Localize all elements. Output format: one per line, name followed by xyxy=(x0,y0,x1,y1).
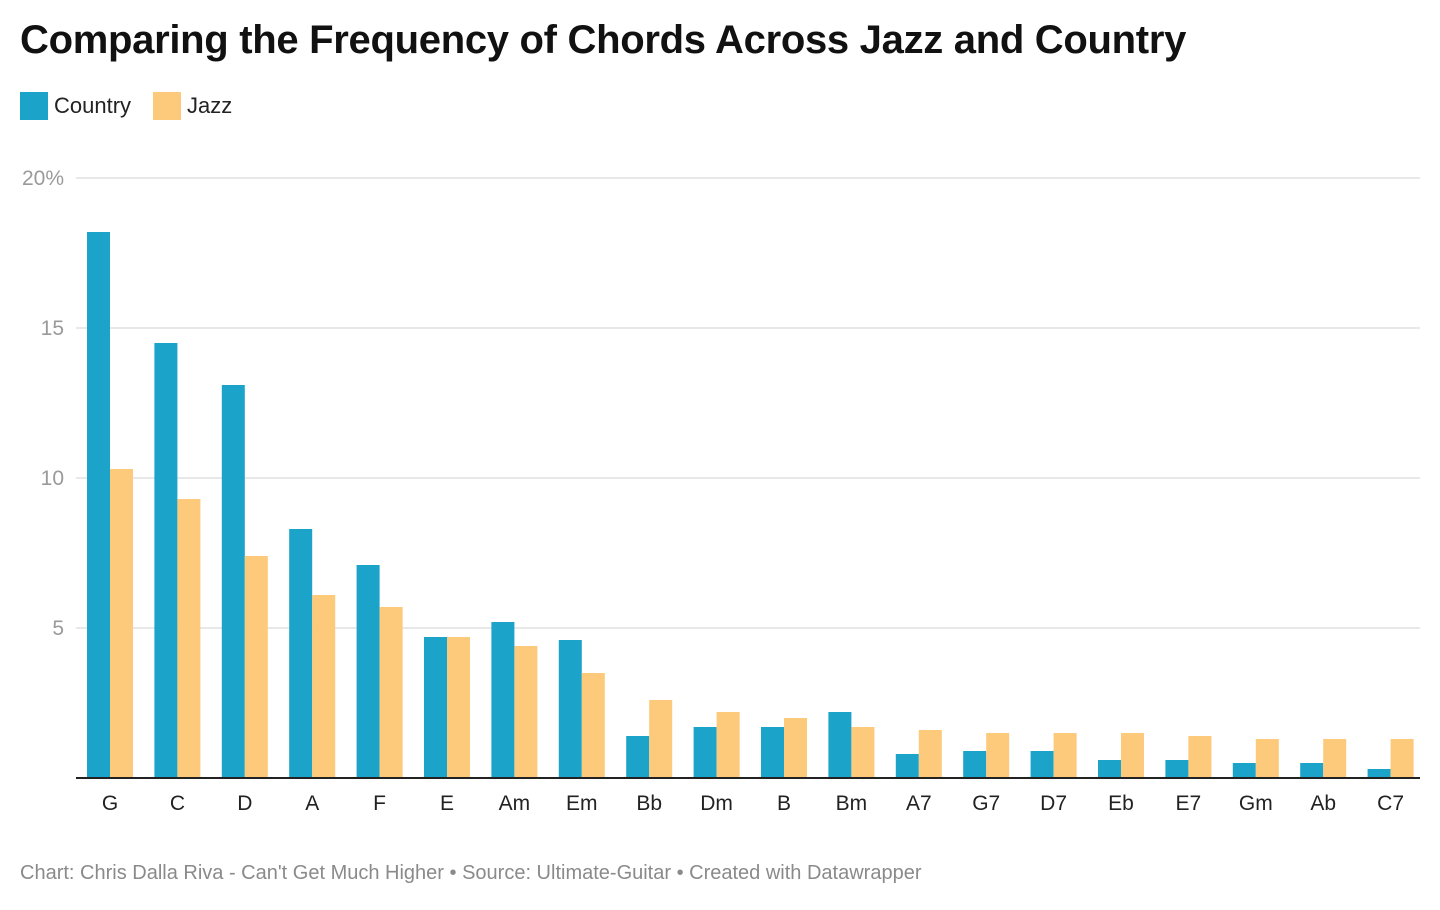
bar-jazz-g7 xyxy=(986,733,1010,778)
legend-item-jazz: Jazz xyxy=(153,92,232,120)
y-tick-label: 20% xyxy=(22,167,64,190)
bar-country-c xyxy=(154,343,178,778)
bar-country-e7 xyxy=(1165,760,1189,778)
bar-jazz-bb xyxy=(649,700,673,778)
x-tick-label: Am xyxy=(499,792,531,815)
y-tick-label: 15 xyxy=(41,317,64,340)
bar-country-g7 xyxy=(963,751,987,778)
bar-jazz-e xyxy=(447,637,470,778)
bar-jazz-e7 xyxy=(1188,736,1212,778)
bar-jazz-bm xyxy=(851,727,875,778)
bar-jazz-b xyxy=(784,718,807,778)
bar-jazz-a7 xyxy=(918,730,942,778)
x-tick-label: Gm xyxy=(1239,792,1273,815)
bar-country-e xyxy=(424,637,447,778)
x-axis-ticks: G C D A F E Am Em Bb Dm B Bm A7 G7 D7 Eb E7 Gm Ab C7 xyxy=(102,792,1404,815)
bar-country-em xyxy=(558,640,582,778)
bar-jazz-g xyxy=(110,469,133,778)
bar-country-bm xyxy=(828,712,852,778)
bar-country-b xyxy=(761,727,784,778)
x-tick-label: E7 xyxy=(1176,792,1202,815)
bar-jazz-c xyxy=(177,499,201,778)
bar-jazz-ab xyxy=(1323,739,1347,778)
bars xyxy=(87,232,1414,778)
x-tick-label: G7 xyxy=(972,792,1000,815)
bar-country-ab xyxy=(1300,763,1324,778)
y-tick-label: 10 xyxy=(41,467,64,490)
chart-footer: Chart: Chris Dalla Riva - Can't Get Much… xyxy=(20,862,922,884)
bar-jazz-d xyxy=(244,556,268,778)
bar-jazz-eb xyxy=(1121,733,1144,778)
x-tick-label: G xyxy=(102,792,118,815)
x-tick-label: Em xyxy=(566,792,598,815)
legend-swatch-jazz xyxy=(153,92,182,120)
x-tick-label: E xyxy=(440,792,454,815)
bar-jazz-dm xyxy=(716,712,740,778)
bar-jazz-c7 xyxy=(1390,739,1414,778)
bar-country-a7 xyxy=(895,754,919,778)
bar-country-a xyxy=(289,529,313,778)
bar-jazz-gm xyxy=(1255,739,1279,778)
x-tick-label: Eb xyxy=(1108,792,1134,815)
x-tick-label: Ab xyxy=(1310,792,1336,815)
bar-country-c7 xyxy=(1367,769,1391,778)
x-tick-label: B xyxy=(777,792,791,815)
x-tick-label: A7 xyxy=(906,792,932,815)
x-tick-label: F xyxy=(373,792,386,815)
bar-country-am xyxy=(491,622,515,778)
chart-title: Comparing the Frequency of Chords Across… xyxy=(20,18,1187,62)
x-tick-label: D xyxy=(237,792,252,815)
bar-country-dm xyxy=(693,727,717,778)
y-axis-ticks: 5 10 15 20% xyxy=(22,167,64,640)
bar-jazz-em xyxy=(581,673,605,778)
bar-country-f xyxy=(356,565,380,778)
x-tick-label: Bm xyxy=(836,792,868,815)
legend-swatch-country xyxy=(20,92,48,120)
bar-jazz-a xyxy=(312,595,336,778)
bar-country-bb xyxy=(626,736,650,778)
legend-label-jazz: Jazz xyxy=(187,93,233,118)
x-tick-label: Bb xyxy=(636,792,662,815)
bar-country-d7 xyxy=(1030,751,1054,778)
x-tick-label: C7 xyxy=(1377,792,1404,815)
bar-jazz-am xyxy=(514,646,538,778)
x-tick-label: D7 xyxy=(1040,792,1067,815)
bar-jazz-f xyxy=(379,607,403,778)
bar-country-d xyxy=(221,385,245,778)
legend-item-country: Country xyxy=(20,92,131,120)
bar-country-g xyxy=(87,232,110,778)
chart-legend: Country Jazz xyxy=(20,92,254,120)
x-tick-label: Dm xyxy=(700,792,733,815)
bar-jazz-d7 xyxy=(1053,733,1077,778)
legend-label-country: Country xyxy=(54,93,132,118)
bar-country-gm xyxy=(1232,763,1256,778)
bar-country-eb xyxy=(1098,760,1121,778)
gridlines xyxy=(76,177,1420,629)
y-tick-label: 5 xyxy=(52,617,64,640)
x-tick-label: A xyxy=(305,792,319,815)
x-tick-label: C xyxy=(170,792,185,815)
